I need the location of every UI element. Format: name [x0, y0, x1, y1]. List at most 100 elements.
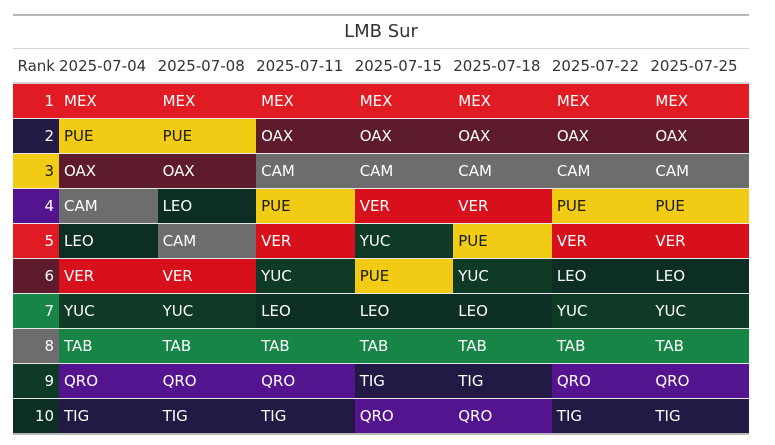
team-cell: TIG	[551, 398, 651, 433]
team-cell: YUC	[256, 258, 355, 294]
standings-table: Rank 2025-07-04 2025-07-08 2025-07-11 2025-…	[13, 49, 749, 433]
team-cell: YUC	[354, 223, 454, 259]
team-cell: TAB	[256, 328, 355, 364]
team-cell: MEX	[59, 83, 158, 119]
team-cell: MEX	[256, 83, 355, 119]
top-rule	[13, 14, 749, 16]
header-row: Rank 2025-07-04 2025-07-08 2025-07-11 2025-…	[13, 49, 749, 84]
table-row: 5 LEO CAM VER YUC PUE VER VER	[13, 223, 749, 259]
team-cell: LEO	[157, 188, 257, 224]
team-cell: TAB	[157, 328, 257, 364]
team-cell: CAM	[551, 153, 651, 189]
team-cell: TAB	[354, 328, 454, 364]
rank-cell: 10	[13, 398, 59, 433]
team-cell: PUE	[551, 188, 651, 224]
column-header-date: 2025-07-08	[157, 49, 257, 84]
team-cell: TIG	[453, 363, 552, 399]
team-cell: CAM	[650, 153, 749, 189]
rank-cell: 2	[13, 118, 59, 154]
team-cell: TAB	[59, 328, 158, 364]
table-row: 7 YUC YUC LEO LEO LEO YUC YUC	[13, 293, 749, 329]
team-cell: TIG	[256, 398, 355, 433]
team-cell: TAB	[650, 328, 749, 364]
team-cell: VER	[650, 223, 749, 259]
team-cell: OAX	[256, 118, 355, 154]
team-cell: LEO	[551, 258, 651, 294]
table-row: 1 MEX MEX MEX MEX MEX MEX MEX	[13, 83, 749, 119]
team-cell: LEO	[256, 293, 355, 329]
team-cell: PUE	[354, 258, 454, 294]
team-cell: LEO	[59, 223, 158, 259]
table-title: LMB Sur	[344, 21, 418, 42]
rank-cell: 3	[13, 153, 59, 189]
team-cell: QRO	[256, 363, 355, 399]
team-cell: OAX	[59, 153, 158, 189]
team-cell: QRO	[453, 398, 552, 433]
team-cell: YUC	[59, 293, 158, 329]
team-cell: MEX	[551, 83, 651, 119]
team-cell: PUE	[650, 188, 749, 224]
team-cell: QRO	[59, 363, 158, 399]
table-row: 6 VER VER YUC PUE YUC LEO LEO	[13, 258, 749, 294]
team-cell: TIG	[650, 398, 749, 433]
team-cell: YUC	[650, 293, 749, 329]
team-cell: VER	[157, 258, 257, 294]
column-header-rank: Rank	[13, 49, 59, 84]
team-cell: LEO	[453, 293, 552, 329]
team-cell: TIG	[354, 363, 454, 399]
team-cell: CAM	[354, 153, 454, 189]
table-row: 2 PUE PUE OAX OAX OAX OAX OAX	[13, 118, 749, 154]
team-cell: QRO	[157, 363, 257, 399]
team-cell: TIG	[59, 398, 158, 433]
team-cell: QRO	[354, 398, 454, 433]
team-cell: TAB	[453, 328, 552, 364]
team-cell: PUE	[256, 188, 355, 224]
rank-cell: 8	[13, 328, 59, 364]
team-cell: OAX	[650, 118, 749, 154]
team-cell: TIG	[157, 398, 257, 433]
team-cell: OAX	[551, 118, 651, 154]
table-row: 3 OAX OAX CAM CAM CAM CAM CAM	[13, 153, 749, 189]
table-row: 8 TAB TAB TAB TAB TAB TAB TAB	[13, 328, 749, 364]
rank-cell: 1	[13, 83, 59, 119]
team-cell: PUE	[59, 118, 158, 154]
table-body: 1 MEX MEX MEX MEX MEX MEX MEX 2 PUE PUE OAX OAX OAX OA…	[13, 83, 749, 433]
team-cell: YUC	[453, 258, 552, 294]
team-cell: MEX	[650, 83, 749, 119]
team-cell: OAX	[453, 118, 552, 154]
team-cell: TAB	[551, 328, 651, 364]
team-cell: CAM	[59, 188, 158, 224]
team-cell: YUC	[157, 293, 257, 329]
team-cell: VER	[453, 188, 552, 224]
column-header-date: 2025-07-25	[650, 49, 749, 84]
team-cell: CAM	[453, 153, 552, 189]
rank-cell: 6	[13, 258, 59, 294]
column-header-date: 2025-07-04	[59, 49, 158, 84]
column-header-date: 2025-07-11	[256, 49, 355, 84]
team-cell: MEX	[453, 83, 552, 119]
team-cell: MEX	[157, 83, 257, 119]
team-cell: PUE	[453, 223, 552, 259]
rank-cell: 7	[13, 293, 59, 329]
rank-cell: 4	[13, 188, 59, 224]
table-row: 4 CAM LEO PUE VER VER PUE PUE	[13, 188, 749, 224]
team-cell: CAM	[157, 223, 257, 259]
column-header-date: 2025-07-18	[453, 49, 552, 84]
team-cell: OAX	[354, 118, 454, 154]
column-header-date: 2025-07-15	[354, 49, 454, 84]
team-cell: YUC	[551, 293, 651, 329]
team-cell: QRO	[551, 363, 651, 399]
team-cell: VER	[256, 223, 355, 259]
rank-cell: 5	[13, 223, 59, 259]
team-cell: VER	[551, 223, 651, 259]
team-cell: VER	[354, 188, 454, 224]
team-cell: MEX	[354, 83, 454, 119]
team-cell: PUE	[157, 118, 257, 154]
team-cell: CAM	[256, 153, 355, 189]
table-row: 10 TIG TIG TIG QRO QRO TIG TIG	[13, 398, 749, 433]
team-cell: VER	[59, 258, 158, 294]
table-row: 9 QRO QRO QRO TIG TIG QRO QRO	[13, 363, 749, 399]
standings-table-container: LMB Sur Rank 2025-07-04 2025-07-08 2025-07…	[13, 14, 749, 435]
team-cell: QRO	[650, 363, 749, 399]
rank-cell: 9	[13, 363, 59, 399]
